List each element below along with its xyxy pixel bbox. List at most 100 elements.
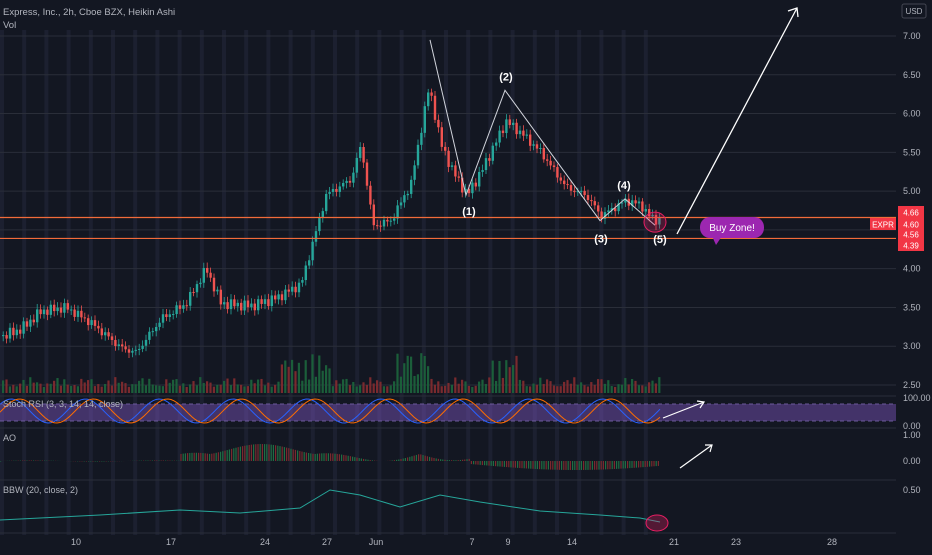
candle-body <box>94 320 96 326</box>
ao-bar <box>341 455 342 461</box>
stoch-label: Stoch RSI (3, 3, 14, 14, close) <box>3 399 123 409</box>
ao-bar <box>352 457 353 461</box>
candle-body <box>104 332 106 335</box>
ao-bar <box>196 453 197 461</box>
volume-bar <box>94 386 96 393</box>
ao-bar <box>405 458 406 461</box>
ao-bar <box>334 454 335 461</box>
volume-bar <box>512 365 514 393</box>
candle-body <box>250 304 252 308</box>
candle-body <box>107 332 109 336</box>
volume-bar <box>407 356 409 393</box>
ao-bar <box>328 453 329 461</box>
candle-body <box>5 335 7 339</box>
candle-body <box>84 317 86 318</box>
volume-bar <box>203 383 205 393</box>
volume-bar <box>189 384 191 393</box>
candle-body <box>352 173 354 183</box>
volume-bar <box>155 385 157 393</box>
volume-bar <box>458 384 460 393</box>
volume-bar <box>437 381 439 393</box>
candle-body <box>294 287 296 293</box>
currency-badge: USD <box>906 7 923 16</box>
candle-body <box>298 283 300 293</box>
volume-bar <box>475 386 477 393</box>
volume-bar <box>621 385 623 393</box>
ao-bar <box>521 461 522 468</box>
candle-body <box>451 165 453 167</box>
ao-bar <box>227 450 228 461</box>
ao-bar <box>653 461 654 466</box>
ao-bar <box>594 461 595 470</box>
volume-bar <box>328 368 330 393</box>
ao-bar <box>513 461 514 468</box>
ao-bar <box>343 455 344 461</box>
ao-bar <box>543 461 544 469</box>
ao-bar <box>262 444 263 461</box>
volume-bar <box>192 381 194 393</box>
candle-body <box>580 191 582 192</box>
volume-bar <box>141 378 143 393</box>
candle-body <box>233 299 235 306</box>
candle-body <box>458 176 460 177</box>
candle-body <box>597 205 599 211</box>
candle-body <box>403 195 405 202</box>
volume-bar <box>492 361 494 393</box>
volume-bar <box>648 382 650 393</box>
volume-bar <box>311 354 313 393</box>
ao-bar <box>469 459 470 461</box>
ao-bar <box>275 445 276 461</box>
ao-bar <box>482 461 483 465</box>
candle-body <box>478 172 480 187</box>
candle-body <box>546 159 548 160</box>
volume-bar <box>80 379 82 393</box>
volume-bar <box>447 383 449 393</box>
ao-bar <box>301 452 302 461</box>
ao-bar <box>607 461 608 469</box>
volume-bar <box>121 382 123 393</box>
candle-body <box>342 183 344 186</box>
volume-bar <box>162 386 164 393</box>
ao-bar <box>645 461 646 467</box>
volume-label: Vol <box>3 20 16 31</box>
ao-bar <box>493 461 494 466</box>
candle-body <box>22 321 24 333</box>
candle-body <box>165 314 167 317</box>
volume-bar <box>56 378 58 393</box>
wave-label: (4) <box>617 180 631 192</box>
volume-bar <box>420 353 422 393</box>
ao-bar <box>475 461 476 464</box>
candle-body <box>532 144 534 146</box>
candle-body <box>53 305 55 311</box>
ao-bar <box>596 461 597 470</box>
ao-bar <box>306 453 307 461</box>
ao-bar <box>363 459 364 461</box>
ao-bar <box>253 444 254 461</box>
candle-body <box>305 266 307 281</box>
time-tick: 21 <box>669 537 679 547</box>
volume-bar <box>301 381 303 393</box>
volume-bar <box>451 385 453 393</box>
candle-body <box>434 96 436 120</box>
ao-bar <box>418 454 419 461</box>
volume-bar <box>634 381 636 393</box>
volume-bar <box>495 381 497 393</box>
ao-bar <box>286 448 287 461</box>
candle-body <box>271 295 273 306</box>
candle-body <box>189 292 191 306</box>
ao-bar <box>552 461 553 470</box>
highlight-circle <box>644 212 666 232</box>
ao-bar <box>508 461 509 467</box>
volume-bar <box>87 380 89 393</box>
ao-bar <box>647 461 648 467</box>
volume-bar <box>594 385 596 393</box>
candle-body <box>430 92 432 95</box>
ao-bar <box>592 461 593 470</box>
volume-bar <box>590 382 592 393</box>
candle-body <box>332 189 334 192</box>
volume-bar <box>77 386 79 393</box>
ao-bar <box>200 453 201 461</box>
volume-bar <box>345 379 347 393</box>
